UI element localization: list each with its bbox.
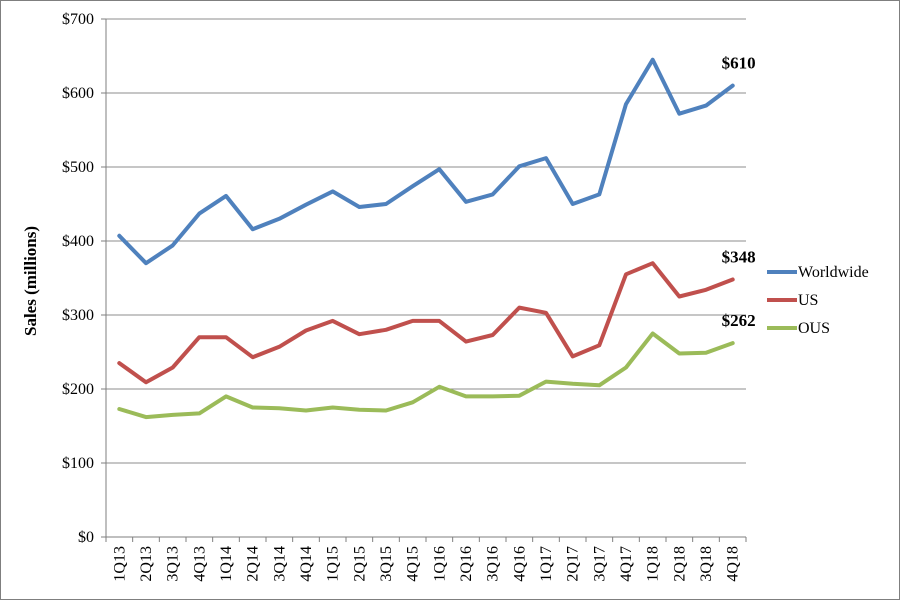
x-tick-label: 4Q16 (511, 546, 528, 582)
x-tick-label: 4Q14 (298, 546, 315, 582)
x-tick-label: 1Q13 (111, 546, 128, 582)
x-axis-tick-labels: 1Q13 2Q13 3Q13 4Q13 1Q14 2Q14 3Q14 4Q14 1Q15 2Q15… (111, 546, 741, 582)
y-axis-title: Sales (millions) (21, 226, 40, 336)
y-tick-label: $300 (62, 307, 94, 324)
x-tick-label: 4Q13 (191, 546, 208, 582)
x-tick-label: 4Q15 (405, 546, 422, 582)
x-tick-label: 2Q16 (458, 546, 475, 582)
end-label-us: $348 (722, 247, 756, 266)
x-tick-label: 1Q18 (645, 546, 662, 582)
series-lines (117, 57, 735, 420)
x-tick-label: 3Q13 (165, 546, 182, 582)
x-tick-label: 3Q17 (591, 546, 608, 582)
x-tick-label: 2Q13 (138, 546, 155, 582)
y-tick-label: $200 (62, 381, 94, 398)
x-tick-label: 1Q17 (538, 546, 555, 582)
x-tick-label: 2Q14 (245, 546, 262, 582)
legend-label-us: US (798, 292, 818, 309)
x-tick-label: 2Q17 (565, 546, 582, 582)
end-value-labels: $610 $348 $262 (722, 54, 756, 331)
y-tick-label: $100 (62, 455, 94, 472)
x-tick-label: 4Q17 (618, 546, 635, 582)
y-tick-label: $600 (62, 85, 94, 102)
x-tick-label: 3Q16 (485, 546, 502, 582)
x-tick-label: 2Q18 (671, 546, 688, 582)
end-label-worldwide: $610 (722, 54, 756, 73)
x-tick-label: 3Q18 (698, 546, 715, 582)
x-tick-label: 1Q14 (218, 546, 235, 582)
x-tick-label: 4Q18 (725, 546, 742, 582)
series-line-worldwide (117, 57, 735, 266)
x-tick-label: 3Q15 (378, 546, 395, 582)
series-line-ous (117, 331, 735, 420)
legend: Worldwide US OUS (767, 264, 869, 337)
end-label-ous: $262 (722, 311, 756, 330)
x-tick-label: 3Q14 (271, 546, 288, 582)
gridlines (106, 18, 746, 464)
y-tick-label: $500 (62, 159, 94, 176)
x-tick-label: 2Q15 (351, 546, 368, 582)
y-axis-tick-labels: $0 $100 $200 $300 $400 $500 $600 $700 (62, 11, 94, 546)
y-tick-label: $400 (62, 233, 94, 250)
x-tick-label: 1Q15 (325, 546, 342, 582)
y-tick-label: $0 (78, 529, 94, 546)
axes (101, 18, 747, 542)
legend-label-ous: OUS (798, 320, 830, 337)
legend-label-worldwide: Worldwide (798, 264, 869, 281)
y-tick-label: $700 (62, 11, 94, 28)
series-line-us (117, 261, 735, 385)
x-tick-label: 1Q16 (431, 546, 448, 582)
